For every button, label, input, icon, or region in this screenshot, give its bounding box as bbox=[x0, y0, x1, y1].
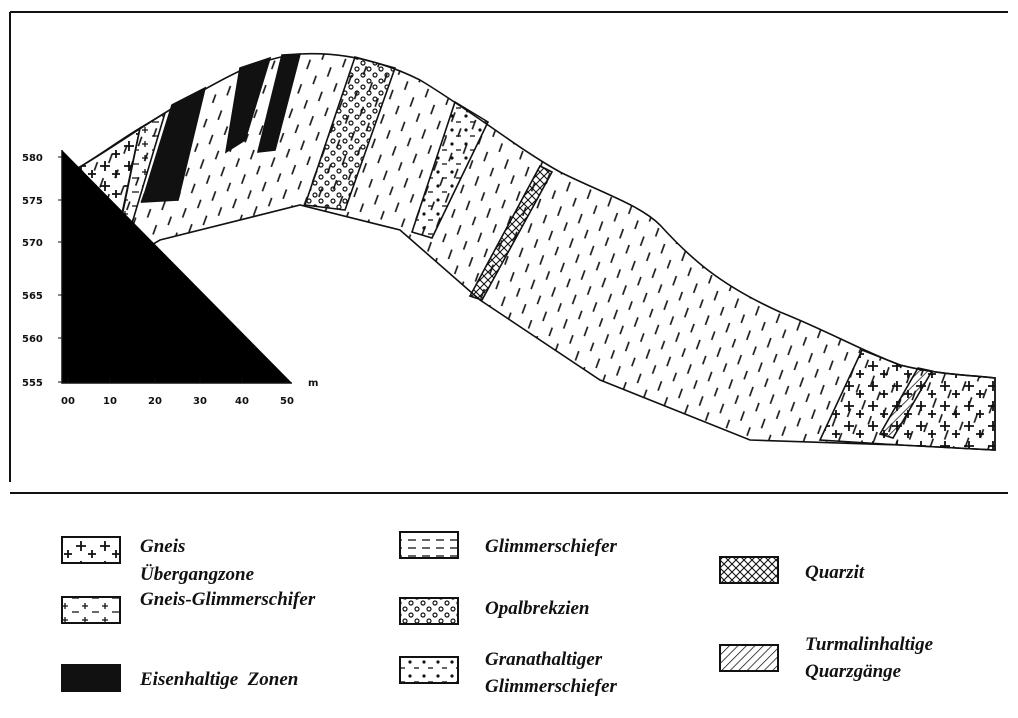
legend-swatch bbox=[720, 557, 778, 583]
legend-label: Quarzit bbox=[805, 562, 865, 583]
scale-x-label: 20 bbox=[148, 396, 162, 407]
legend-label: Eisenhaltige Zonen bbox=[139, 669, 298, 690]
scale-y-label: 580 bbox=[22, 153, 43, 164]
scale-unit: m bbox=[308, 378, 318, 389]
legend-swatch bbox=[400, 657, 458, 683]
legend-label: Quarzgänge bbox=[805, 661, 902, 682]
scale-x-label: 00 bbox=[61, 396, 75, 407]
legend-swatch bbox=[62, 597, 120, 623]
legend-label: Gneis bbox=[140, 536, 185, 557]
scale-y-label: 560 bbox=[22, 334, 43, 345]
legend-swatch bbox=[720, 645, 778, 671]
legend-label: Glimmerschiefer bbox=[485, 536, 618, 557]
scale-y-label: 575 bbox=[22, 196, 43, 207]
legend-label: Gneis-Glimmerschifer bbox=[140, 589, 316, 610]
scale-x-label: 10 bbox=[103, 396, 117, 407]
legend-label: Glimmerschiefer bbox=[485, 676, 618, 697]
scale-x-label: 40 bbox=[235, 396, 249, 407]
scale-y-label: 565 bbox=[22, 291, 43, 302]
section-body bbox=[75, 54, 995, 450]
legend-swatch bbox=[62, 665, 120, 691]
legend-swatch bbox=[400, 532, 458, 558]
scale-x-label: 50 bbox=[280, 396, 294, 407]
geologic-section: 580 575 570 565 560 555 00 10 20 30 40 50 m Gneis Über… bbox=[0, 0, 1018, 718]
legend-label: Granathaltiger bbox=[485, 649, 603, 670]
scale-y-label: 570 bbox=[22, 238, 43, 249]
legend-label: Opalbrekzien bbox=[485, 598, 590, 619]
legend-label: Übergangzone bbox=[140, 564, 255, 585]
scale-x-label: 30 bbox=[193, 396, 207, 407]
legend-swatch bbox=[400, 598, 458, 624]
legend-label: Turmalinhaltige bbox=[805, 634, 934, 655]
scale-y-label: 555 bbox=[22, 378, 43, 389]
legend-swatch bbox=[62, 537, 120, 563]
